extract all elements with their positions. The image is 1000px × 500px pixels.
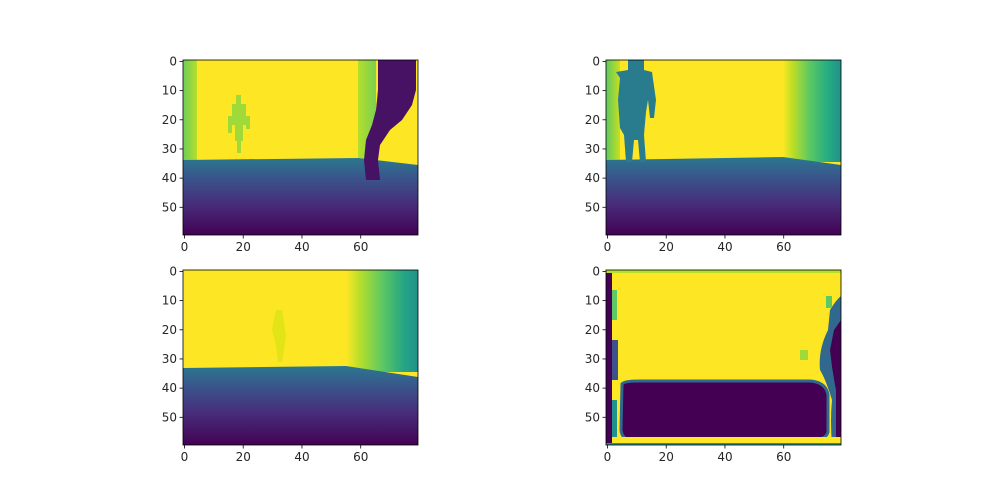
x-tick-label: 40 (294, 240, 309, 254)
y-tick-label: 50 (585, 200, 600, 214)
noise-patch (612, 340, 618, 380)
x-tick-label: 0 (181, 450, 189, 464)
x-tick-label: 40 (294, 450, 309, 464)
noise-patch (826, 296, 832, 308)
right-wall-gradient (783, 60, 841, 162)
axes-frame (182, 59, 419, 236)
y-tick-label: 10 (585, 84, 600, 98)
faint-figure (272, 310, 286, 362)
y-tick-label: 0 (592, 54, 600, 68)
x-tick-label: 20 (659, 240, 674, 254)
y-tick-label: 20 (162, 323, 177, 337)
heatmap-image-3 (183, 270, 418, 445)
y-tick-label: 30 (162, 142, 177, 156)
y-tick-label: 40 (162, 171, 177, 185)
axes-layer: 0 20 40 60 0 10 20 30 40 50 0 20 40 60 0 10 20 30 40 50 0 20 4… (162, 54, 842, 464)
noise-patch (612, 400, 617, 440)
x-tick-label: 60 (776, 450, 791, 464)
noise-patch (612, 290, 617, 320)
heatmap-panel-1 (183, 60, 418, 235)
y-tick-label: 50 (585, 410, 600, 424)
x-tick-label: 0 (604, 240, 612, 254)
y-tick-label: 30 (585, 352, 600, 366)
y-tick-label: 40 (585, 171, 600, 185)
y-tick-label: 40 (162, 381, 177, 395)
x-tick-label: 0 (604, 450, 612, 464)
heatmap-image-2 (606, 60, 841, 235)
floor-region (606, 157, 841, 235)
heatmap-image-4 (606, 270, 841, 445)
y-tick-label: 20 (162, 113, 177, 127)
heatmap-panel-2 (606, 60, 841, 235)
x-tick-label: 0 (181, 240, 189, 254)
y-tick-label: 10 (162, 294, 177, 308)
y-tick-label: 10 (585, 294, 600, 308)
floor-region (183, 366, 418, 445)
floor-region (183, 158, 418, 235)
right-wall-gradient (346, 270, 418, 372)
axes-frame (182, 269, 419, 446)
axes-1: 0 20 40 60 0 10 20 30 40 50 (162, 54, 419, 254)
heatmap-panel-3 (183, 270, 418, 445)
right-edge-dark (830, 320, 841, 445)
heatmap-image-1 (183, 60, 418, 235)
axes-frame (605, 59, 842, 236)
left-border-noise (606, 270, 612, 445)
axes-2: 0 20 40 60 0 10 20 30 40 50 (585, 54, 842, 254)
teal-figure (616, 60, 656, 162)
y-tick-label: 30 (585, 142, 600, 156)
dark-figure-right (364, 60, 416, 180)
y-tick-label: 0 (592, 264, 600, 278)
x-tick-label: 20 (659, 450, 674, 464)
x-tick-label: 60 (776, 240, 791, 254)
y-tick-label: 50 (162, 410, 177, 424)
y-tick-label: 40 (585, 381, 600, 395)
axes-3: 0 20 40 60 0 10 20 30 40 50 (162, 264, 419, 464)
x-tick-label: 60 (353, 240, 368, 254)
bottom-band (612, 437, 841, 443)
y-tick-label: 0 (169, 54, 177, 68)
dark-block-region (619, 379, 830, 442)
bottom-edge (606, 443, 841, 445)
left-wall-edge (183, 60, 197, 162)
axes-frame (605, 269, 842, 446)
x-tick-label: 40 (717, 240, 732, 254)
heatmap-panel-4 (606, 270, 841, 445)
noise-patch (800, 350, 808, 360)
y-tick-label: 10 (162, 84, 177, 98)
x-tick-label: 20 (236, 240, 251, 254)
x-tick-label: 40 (717, 450, 732, 464)
x-tick-label: 60 (353, 450, 368, 464)
top-border-noise (606, 270, 841, 273)
y-tick-label: 30 (162, 352, 177, 366)
left-wall-edge (606, 60, 620, 162)
person-figure-small (228, 95, 250, 153)
axes-4: 0 20 40 60 0 10 20 30 40 50 (585, 264, 842, 464)
y-tick-label: 50 (162, 200, 177, 214)
y-tick-label: 20 (585, 323, 600, 337)
x-tick-label: 20 (236, 450, 251, 464)
y-tick-label: 0 (169, 264, 177, 278)
y-tick-label: 20 (585, 113, 600, 127)
